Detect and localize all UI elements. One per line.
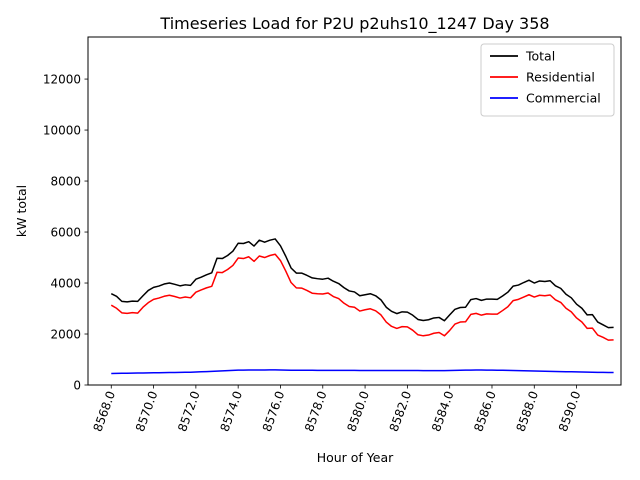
y-tick-label: 6000 xyxy=(50,226,81,240)
axes-frame xyxy=(87,36,622,386)
y-axis: 0 2000 4000 6000 8000 10000 12000 xyxy=(43,73,88,393)
series-layer xyxy=(110,238,614,375)
series-line-total xyxy=(110,238,614,329)
y-tick-label: 4000 xyxy=(50,277,81,291)
legend: Total Residential Commercial xyxy=(480,43,615,117)
chart-title: Timeseries Load for P2U p2uhs10_1247 Day… xyxy=(159,14,549,34)
y-tick-label: 12000 xyxy=(43,73,81,87)
y-tick-label: 8000 xyxy=(50,175,81,189)
y-tick-label: 0 xyxy=(73,379,81,393)
series-line-commercial xyxy=(111,369,614,375)
series-line-residential xyxy=(110,253,614,341)
legend-label-total: Total xyxy=(525,49,555,64)
y-axis-label: kW total xyxy=(14,185,29,237)
x-axis-label: Hour of Year xyxy=(317,450,394,465)
y-tick-label: 2000 xyxy=(50,328,81,342)
legend-label-commercial: Commercial xyxy=(526,91,601,106)
legend-entries: Total Residential Commercial xyxy=(490,49,601,106)
legend-label-residential: Residential xyxy=(526,70,595,85)
y-tick-label: 10000 xyxy=(43,124,81,138)
